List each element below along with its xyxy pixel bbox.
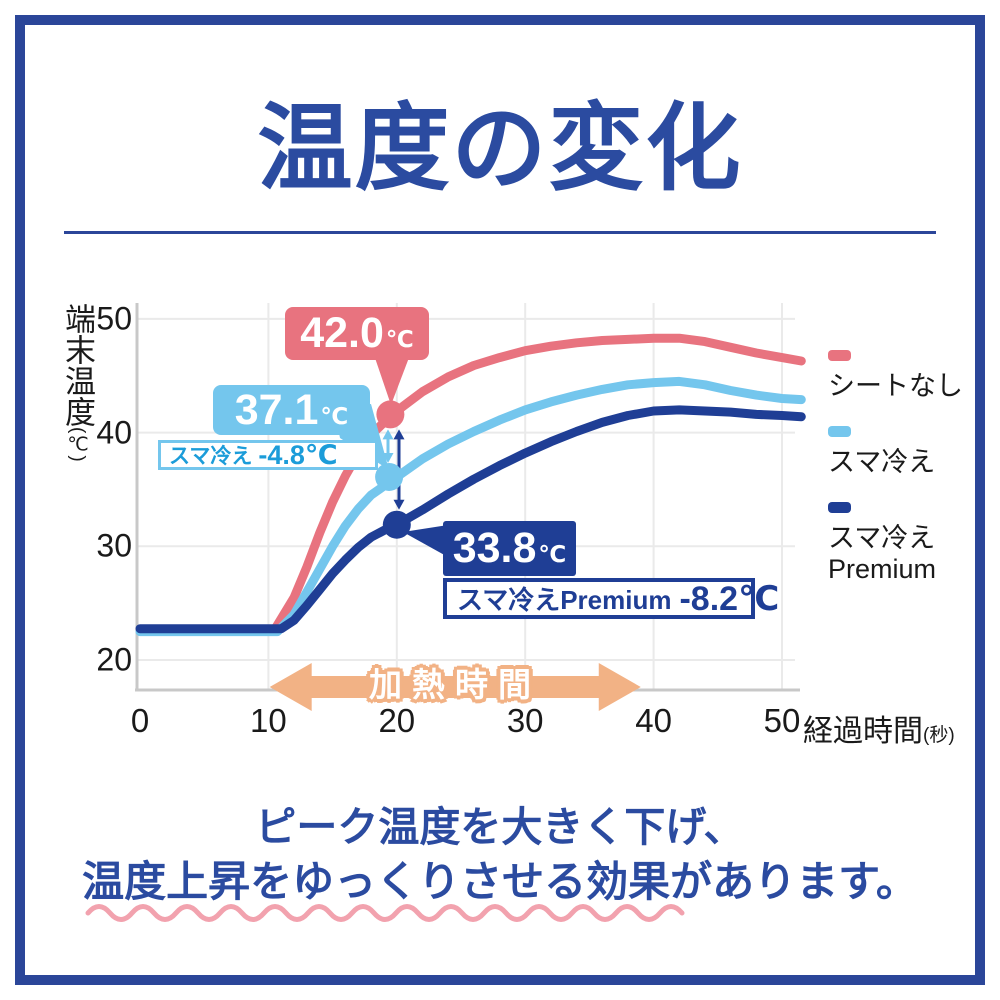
diff-arrow-sumahie-head-top bbox=[382, 429, 394, 440]
marker-dot-1 bbox=[375, 462, 404, 491]
y-axis-label: 端末温度(℃) bbox=[60, 303, 95, 462]
y-tick-label-20: 20 bbox=[96, 641, 132, 678]
footer-text-line2: 温度上昇をゆっくりさせる効果があります。 bbox=[82, 858, 918, 905]
tail-no-sheet bbox=[374, 355, 410, 405]
no-sheet-peak-value: 42.0 bbox=[300, 309, 384, 357]
x-tick-label-40: 40 bbox=[635, 702, 672, 739]
x-tick-label-0: 0 bbox=[130, 702, 150, 739]
series-line-1 bbox=[135, 376, 806, 637]
delta-box-sumahie: スマ冷え -4.8℃ bbox=[158, 440, 378, 470]
callout-premium: 33.8 ℃ bbox=[443, 521, 576, 576]
sumahie-delta-label: スマ冷え bbox=[169, 445, 253, 468]
diff-arrow-premium-head-bottom bbox=[393, 499, 405, 510]
legend-item-no-sheet: シートなし bbox=[828, 350, 978, 402]
x-tick-label-30: 30 bbox=[506, 702, 544, 739]
heating-time-arrow bbox=[269, 663, 641, 711]
premium-delta-value: -8.2℃ bbox=[679, 579, 780, 618]
legend-item-premium: スマ冷え Premium bbox=[828, 502, 978, 585]
x-axis-unit: (秒) bbox=[923, 725, 955, 746]
tail-premium bbox=[403, 525, 448, 557]
legend-label-premium-line2: Premium bbox=[828, 554, 937, 584]
series-line-0 bbox=[135, 333, 806, 634]
marker-dot-0 bbox=[376, 400, 405, 429]
legend-label-no-sheet: シートなし bbox=[828, 371, 963, 401]
y-axis-unit: (℃) bbox=[67, 427, 88, 462]
diff-arrow-sumahie-head-bottom bbox=[382, 452, 394, 463]
series-line-2 bbox=[135, 405, 806, 634]
delta-box-premium: スマ冷えPremium -8.2℃ bbox=[443, 578, 779, 619]
x-tick-label-50: 50 bbox=[763, 702, 801, 739]
x-tick-label-20: 20 bbox=[378, 702, 416, 739]
y-tick-label-50: 50 bbox=[96, 300, 132, 337]
chart-legend: シートなし スマ冷え スマ冷え Premium bbox=[828, 350, 978, 609]
footer-text-line1: ピーク温度を大きく下げ、 bbox=[255, 804, 745, 850]
wavy-underline bbox=[85, 904, 685, 922]
diff-arrow-premium-head-top bbox=[393, 429, 405, 440]
legend-label-premium-line1: スマ冷え bbox=[828, 523, 936, 553]
callout-sumahie: 37.1 ℃ bbox=[213, 385, 370, 435]
x-axis-label: 経過時間(秒) bbox=[803, 706, 955, 750]
premium-peak-value: 33.8 bbox=[452, 524, 537, 572]
premium-delta-label: スマ冷えPremium bbox=[457, 585, 672, 615]
sumahie-peak-value: 37.1 bbox=[234, 385, 319, 434]
legend-label-premium: スマ冷え Premium bbox=[828, 523, 978, 585]
title-divider bbox=[64, 231, 936, 234]
sumahie-delta-value: -4.8℃ bbox=[258, 439, 338, 470]
sumahie-peak-unit: ℃ bbox=[320, 402, 349, 429]
y-axis-title: 端末温度 bbox=[60, 303, 95, 427]
x-axis-title: 経過時間 bbox=[803, 715, 923, 748]
legend-swatch-pink bbox=[828, 350, 851, 361]
heating-time-label: 加熱時間 bbox=[369, 666, 541, 703]
premium-peak-unit: ℃ bbox=[538, 541, 567, 567]
page-title: 温度の変化 bbox=[257, 96, 743, 202]
legend-label-sumahie: スマ冷え bbox=[828, 447, 936, 477]
no-sheet-peak-unit: ℃ bbox=[385, 326, 414, 352]
marker-dot-2 bbox=[382, 510, 411, 539]
callout-no-sheet: 42.0 ℃ bbox=[285, 307, 429, 360]
legend-swatch-lightblue bbox=[828, 426, 851, 437]
y-tick-label-30: 30 bbox=[96, 527, 132, 564]
legend-swatch-navy bbox=[828, 502, 851, 513]
legend-item-sumahie: スマ冷え bbox=[828, 426, 978, 478]
x-tick-label-10: 10 bbox=[250, 702, 287, 739]
y-tick-label-40: 40 bbox=[96, 414, 132, 451]
